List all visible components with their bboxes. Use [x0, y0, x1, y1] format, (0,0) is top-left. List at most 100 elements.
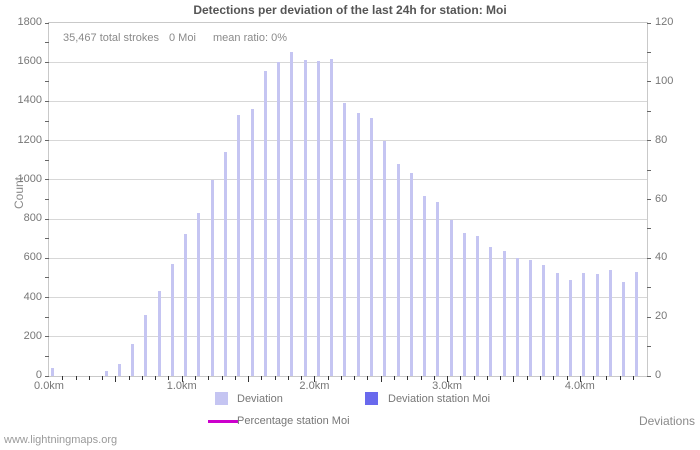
y-left-tick-label: 1200	[17, 133, 42, 146]
x-tick-label: 0.0km	[34, 380, 64, 392]
x-tick	[75, 376, 77, 380]
gridline-200	[49, 336, 647, 338]
x-tick	[194, 376, 196, 380]
x-tick-label: 2.0km	[299, 380, 330, 392]
x-tick	[579, 376, 581, 382]
bar-deviation-1.8km	[290, 52, 294, 376]
y-left-tick	[45, 375, 49, 377]
y-left-tick	[45, 238, 49, 240]
bar-deviation-4.2km	[608, 270, 612, 376]
bar-deviation-2.1km	[330, 59, 334, 376]
gridline-800	[49, 218, 647, 220]
y-right-tick	[647, 199, 651, 200]
y-left-tick	[45, 355, 49, 357]
x-axis-title-deviations: Deviations	[638, 414, 695, 428]
bar-deviation-0.4km	[104, 371, 108, 376]
x-tick	[354, 376, 356, 380]
y-left-tick	[45, 100, 49, 102]
x-tick	[539, 376, 541, 380]
y-right-tick	[647, 228, 651, 230]
bar-deviation-4.3km	[622, 281, 626, 376]
bar-deviation-3.7km	[542, 265, 546, 376]
y-right-tick-label: 80	[655, 133, 668, 146]
chart-title: Detections per deviation of the last 24h…	[193, 3, 507, 17]
x-tick-label: 4.0km	[564, 380, 595, 392]
x-tick	[248, 376, 250, 382]
y-left-tick-label: 1600	[17, 55, 42, 68]
x-tick	[301, 376, 303, 380]
y-left-tick	[45, 316, 49, 318]
bar-deviation-3.8km	[555, 273, 559, 376]
x-tick	[367, 376, 369, 380]
y-left-tick	[45, 218, 49, 220]
y-left-tick	[45, 81, 49, 83]
legend-swatch-deviation-station	[365, 392, 378, 405]
bar-deviation-1.0km	[184, 233, 188, 376]
legend-label-percentage-station: Percentage station Moi	[237, 415, 350, 427]
x-tick	[619, 376, 621, 380]
bar-deviation-2.3km	[356, 113, 360, 376]
bar-deviation-1.9km	[303, 60, 307, 376]
bar-deviation-3.2km	[476, 235, 480, 376]
y-right-tick	[647, 316, 651, 318]
bar-deviation-1.6km	[263, 71, 267, 376]
x-tick	[168, 376, 170, 380]
gridline-1400	[49, 100, 647, 102]
bar-deviation-2.9km	[436, 202, 440, 376]
x-tick	[526, 376, 528, 380]
bar-deviation-3.0km	[449, 220, 453, 376]
x-tick	[208, 376, 210, 380]
y-left-tick	[45, 120, 49, 122]
bar-deviation-2.6km	[396, 164, 400, 376]
bar-deviation-0.8km	[157, 290, 161, 376]
y-left-tick	[45, 159, 49, 161]
x-tick	[593, 376, 595, 380]
bar-deviation-2.4km	[369, 118, 373, 376]
bar-deviation-4.0km	[582, 273, 586, 376]
bar-deviation-4.4km	[635, 272, 639, 376]
x-tick	[407, 376, 409, 380]
x-tick	[513, 376, 515, 382]
bar-deviation-0.7km	[144, 315, 148, 376]
x-tick	[486, 376, 488, 380]
y-left-tick-label: 0	[35, 369, 42, 381]
y-left-tick	[45, 61, 49, 63]
bar-deviation-2.7km	[409, 173, 413, 376]
bar-deviation-1.3km	[223, 152, 227, 376]
y-right-tick	[647, 257, 651, 259]
y-right-tick	[647, 22, 651, 24]
y-left-tick	[45, 140, 49, 142]
y-right-tick-label: 60	[655, 192, 668, 205]
gridline-400	[49, 297, 647, 299]
watermark-link[interactable]: www.lightningmaps.org	[4, 434, 118, 446]
x-tick-label: 3.0km	[432, 380, 463, 392]
x-tick	[460, 376, 462, 380]
x-tick	[88, 376, 90, 380]
y-right-tick	[647, 287, 651, 289]
bar-deviation-3.3km	[489, 246, 493, 376]
bar-deviation-2.0km	[316, 61, 320, 376]
x-tick	[566, 376, 568, 380]
y-left-tick	[45, 179, 49, 181]
x-tick	[261, 376, 263, 380]
bar-deviation-1.7km	[277, 62, 281, 376]
x-tick	[221, 376, 223, 380]
x-tick	[128, 376, 130, 380]
y-left-tick	[45, 277, 49, 279]
gridline-600	[49, 257, 647, 259]
y-right-tick-label: 40	[655, 251, 668, 264]
legend-swatch-deviation	[215, 392, 228, 405]
gridline-1200	[49, 140, 647, 142]
y-left-tick	[45, 42, 49, 44]
y-left-tick-label: 1000	[17, 172, 42, 185]
x-tick	[62, 376, 64, 380]
x-tick-label: 1.0km	[166, 380, 197, 392]
y-left-tick-label: 400	[23, 290, 42, 303]
legend-label-deviation-station: Deviation station Moi	[388, 393, 491, 405]
x-tick	[473, 376, 475, 380]
x-tick	[102, 376, 104, 380]
x-tick	[115, 376, 117, 382]
bar-deviation-0.0km	[51, 368, 55, 376]
x-tick	[394, 376, 396, 380]
